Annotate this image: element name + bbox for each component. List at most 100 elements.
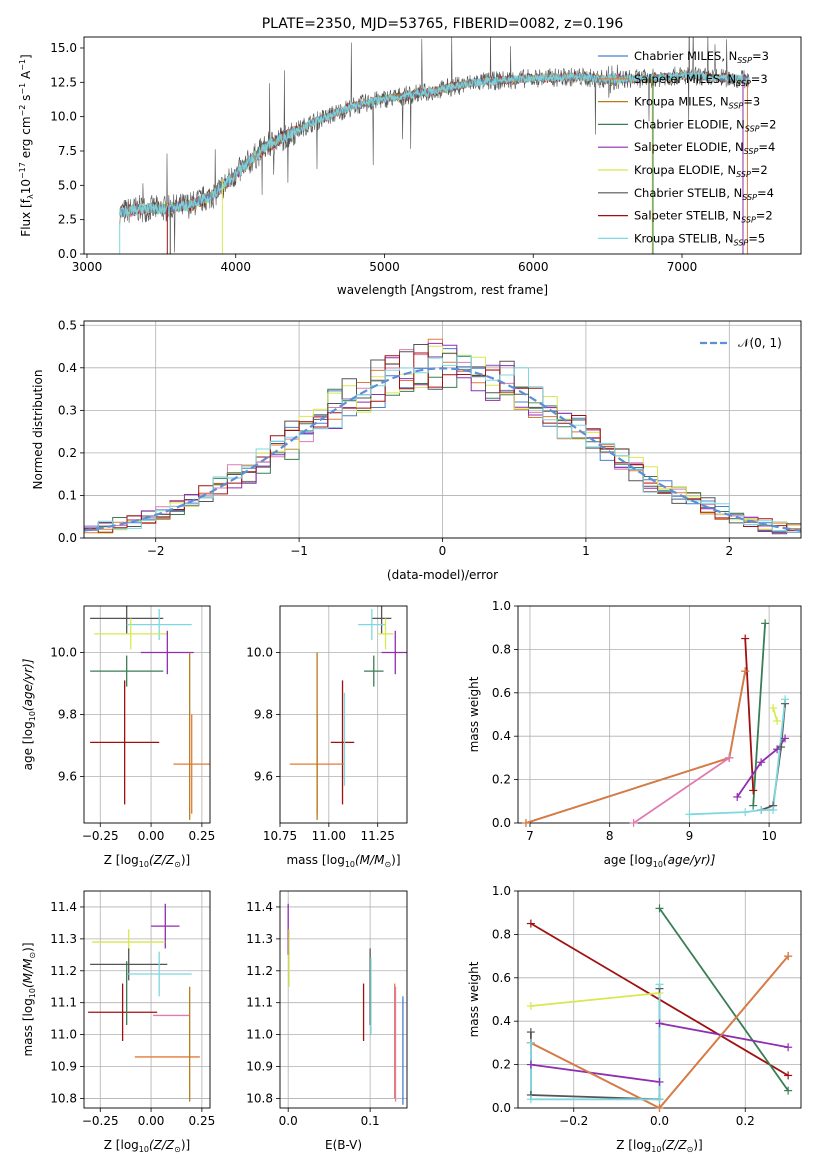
weight-line-salpeter_miles — [525, 670, 747, 823]
axes-frame — [279, 890, 408, 1109]
axes-frame — [83, 36, 802, 255]
legend: Chabrier MILES, NSSP=3 Salpeter MILES, NS… — [598, 49, 776, 247]
x-tick-label: 0.0 — [650, 1114, 669, 1128]
x-axis-label: age [log10(age/yr)] — [604, 853, 716, 869]
weight-line-chabrier_miles — [525, 670, 747, 823]
y-tick-label: 0.3 — [58, 403, 77, 417]
weight-line-salpeter_elodie — [530, 1063, 660, 1083]
x-axis-label: E(B-V) — [325, 1138, 362, 1152]
y-axis-label: mass [log10(M/M⊙)] — [21, 942, 37, 1056]
x-tick-label: 9 — [686, 829, 694, 843]
y-tick-label: 11.2 — [246, 964, 273, 978]
x-tick-label: 2 — [725, 544, 733, 558]
weight-line-kroupa_elodie — [530, 992, 660, 1007]
axes-frame — [517, 605, 802, 824]
y-tick-label: 0.0 — [492, 1101, 511, 1115]
y-axis-label: mass weight — [467, 961, 481, 1037]
legend-entry: Salpeter ELODIE, NSSP=4 — [634, 140, 775, 156]
x-tick-label: 0.2 — [736, 1114, 755, 1128]
weight-line-chabrier_elodie — [752, 623, 766, 806]
x-tick-label: 7 — [526, 829, 534, 843]
y-tick-label: 7.5 — [58, 144, 77, 158]
y-tick-label: 0.8 — [492, 927, 511, 941]
y-tick-label: 10.8 — [246, 1091, 273, 1105]
x-tick-label: −1 — [290, 544, 308, 558]
x-tick-label: 5000 — [369, 260, 400, 274]
plot-mass_vs_ebv: 0.0 0.1 10.8 10.9 11.0 11.1 11.2 11.3 11.4 E(B-V) — [246, 890, 408, 1152]
plot-area — [289, 606, 407, 820]
x-tick-label: −0.25 — [82, 829, 119, 843]
x-tick-label: 0.1 — [361, 1114, 380, 1128]
histogram-chabrier_stelib — [84, 344, 801, 534]
y-tick-label: 9.6 — [254, 770, 273, 784]
x-tick-label: −2 — [147, 544, 165, 558]
y-tick-label: 0.4 — [58, 361, 77, 375]
x-axis-label: wavelength [Angstrom, rest frame] — [337, 283, 548, 297]
y-tick-label: 11.4 — [50, 900, 77, 914]
weight-line-salpeter_miles — [530, 955, 789, 1108]
x-tick-label: 8 — [606, 829, 614, 843]
y-tick-label: 10.0 — [50, 110, 77, 124]
y-tick-label: 10.8 — [50, 1091, 77, 1105]
plot-age_vs_mass: 10.75 11.00 11.25 9.6 9.8 10.0 mass [log10(M/M… — [246, 605, 408, 869]
x-tick-label: 10.75 — [263, 829, 297, 843]
weight-line-salpeter_stelib — [744, 638, 755, 791]
plot-area — [287, 903, 404, 1105]
x-axis-label: mass [log10(M/M⊙)] — [286, 853, 400, 869]
y-tick-label: 0.2 — [58, 446, 77, 460]
legend-entry: 𝒩(0, 1) — [738, 336, 782, 350]
legend-entry: Chabrier STELIB, NSSP=4 — [634, 186, 774, 202]
legend-entry: Kroupa STELIB, NSSP=5 — [634, 231, 765, 247]
x-tick-label: 0.00 — [138, 1114, 165, 1128]
plot-mass_vs_Z: −0.25 0.00 0.25 10.8 10.9 11.0 11.1 11.2 11.3 11.… — [21, 890, 216, 1154]
y-tick-label: 10.9 — [50, 1060, 77, 1074]
plot-residuals: −2 −1 0 1 2 0.0 0.1 0.2 0.3 0.4 0.5 (data-model)/er… — [31, 318, 802, 582]
weight-line-chabrier_stelib — [760, 703, 786, 811]
legend-entry: Salpeter MILES, NSSP=3 — [634, 72, 768, 88]
legend-entry: Kroupa MILES, NSSP=3 — [634, 95, 760, 111]
x-tick-label: 10 — [761, 829, 776, 843]
y-tick-label: 0.5 — [58, 318, 77, 332]
y-tick-label: 1.0 — [492, 884, 511, 898]
normal-curve — [84, 367, 801, 532]
y-tick-label: 11.2 — [50, 964, 77, 978]
x-tick-label: −0.25 — [82, 1114, 119, 1128]
y-tick-label: 0.0 — [492, 816, 511, 830]
y-tick-label: 0.8 — [492, 642, 511, 656]
y-tick-label: 5.0 — [58, 178, 77, 192]
x-tick-label: 0.25 — [189, 1114, 216, 1128]
x-tick-label: 0.0 — [279, 1114, 298, 1128]
legend-entry: Chabrier ELODIE, NSSP=2 — [634, 117, 776, 133]
y-tick-label: 10.0 — [50, 646, 77, 660]
x-tick-label: 11.25 — [361, 829, 395, 843]
y-tick-label: 0.4 — [492, 1014, 511, 1028]
y-tick-label: 2.5 — [58, 213, 77, 227]
axes-frame — [83, 890, 211, 1109]
x-tick-label: −0.2 — [559, 1114, 588, 1128]
y-tick-label: 0.0 — [58, 247, 77, 261]
weight-line-chabrier_stelib — [530, 988, 661, 1101]
weight-line-kroupa_elodie — [772, 707, 778, 722]
x-axis-label: Z [log10(Z/Z⊙)] — [616, 1138, 702, 1154]
x-tick-label: 0.25 — [189, 829, 216, 843]
y-tick-label: 0.2 — [492, 1058, 511, 1072]
y-tick-label: 11.1 — [50, 996, 77, 1010]
weight-line-kroupa_stelib — [530, 984, 661, 1101]
legend-entry: Chabrier MILES, NSSP=3 — [634, 49, 769, 65]
weight-line-chabrier_elodie — [658, 907, 789, 1092]
plot-spectrum: 3000 4000 5000 6000 7000 0.0 2.5 5.0 7.5 10.0 12.5… — [18, 16, 802, 297]
spectrum-kroupa_stelib — [119, 70, 750, 218]
chart-title: PLATE=2350, MJD=53765, FIBERID=0082, z=0… — [262, 16, 624, 32]
y-tick-label: 15.0 — [50, 41, 77, 55]
y-tick-label: 9.8 — [254, 708, 273, 722]
y-axis-label: Flux [fλ10−17 erg cm−2 s−1 A−1] — [18, 54, 35, 236]
plot-age_vs_Z: −0.25 0.00 0.25 9.6 9.8 10.0 Z [log10(Z/Z⊙)] ag… — [21, 605, 216, 869]
x-tick-label: 1 — [582, 544, 590, 558]
plot-massweight_vs_Z: −0.2 0.0 0.2 0.0 0.2 0.4 0.6 0.8 1.0 Z [log10(Z/Z… — [467, 884, 802, 1154]
x-tick-label: 0 — [439, 544, 447, 558]
histogram-kroupa_stelib — [84, 355, 801, 533]
weight-line-pink — [633, 757, 730, 823]
x-tick-label: 0.00 — [138, 829, 165, 843]
plot-area — [119, 37, 750, 254]
